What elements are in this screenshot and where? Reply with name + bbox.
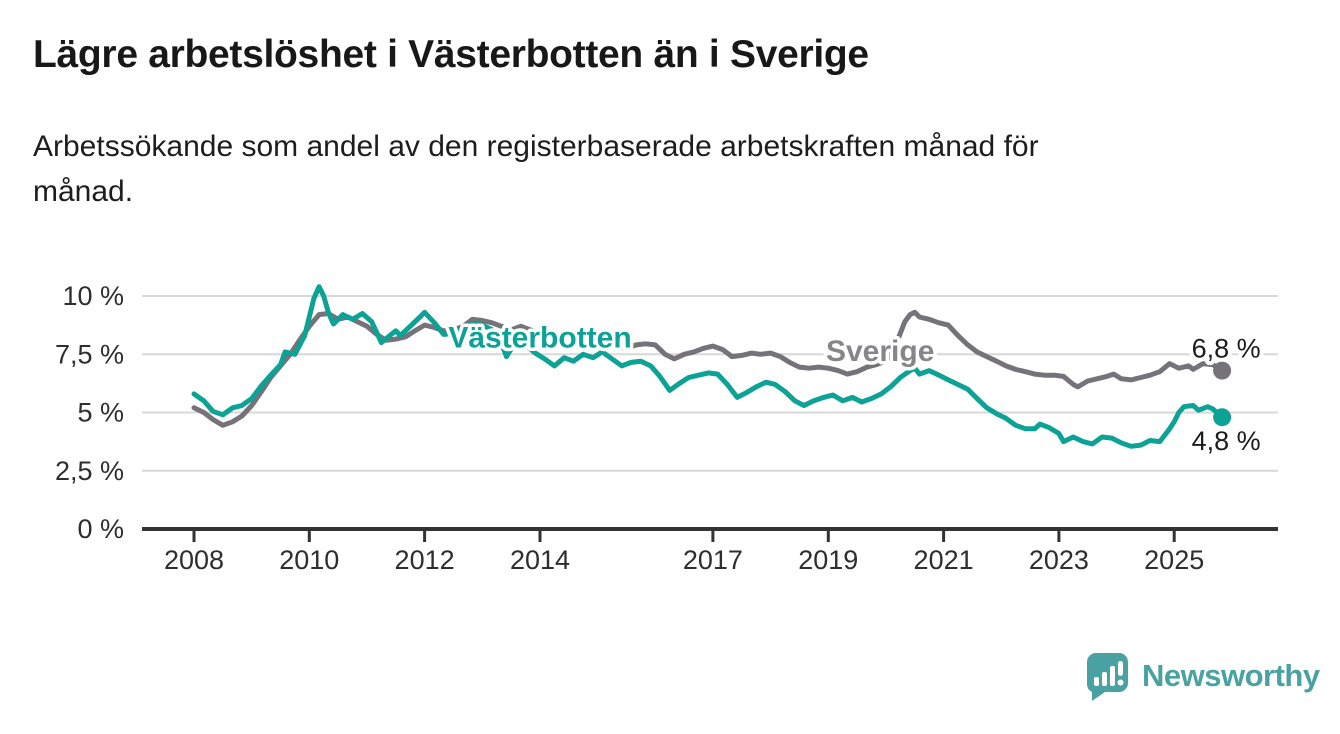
y-tick-label: 0 %: [77, 514, 124, 544]
end-value-label-vsterbotten: 4,8 %: [1192, 426, 1261, 456]
newsworthy-bubble-icon: [1087, 653, 1128, 701]
x-tick-label: 2017: [683, 545, 743, 575]
x-tick-label: 2008: [164, 545, 224, 575]
x-tick-label: 2012: [395, 545, 455, 575]
x-tick-label: 2021: [914, 545, 974, 575]
end-dot-sverige: [1213, 361, 1232, 380]
x-tick-label: 2010: [279, 545, 339, 575]
end-value-label-sverige: 6,8 %: [1192, 334, 1261, 364]
x-tick-label: 2023: [1029, 545, 1089, 575]
end-dot-vsterbotten: [1213, 408, 1232, 427]
y-tick-label: 10 %: [62, 281, 124, 311]
chart-subtitle-line-2: månad.: [33, 175, 134, 208]
newsworthy-logo-text: Newsworthy: [1142, 658, 1320, 693]
y-tick-label: 7,5 %: [55, 339, 124, 369]
y-tick-label: 5 %: [77, 398, 124, 428]
series-label-sverige: Sverige: [826, 335, 934, 368]
chart-subtitle: Arbetssökande som andel av den registerb…: [33, 124, 1039, 214]
series-line-sverige: [191, 309, 1225, 428]
newsworthy-logo: Newsworthy: [1084, 651, 1320, 701]
x-tick-label: 2014: [510, 545, 570, 575]
page-title: Lägre arbetslöshet i Västerbotten än i S…: [33, 33, 869, 76]
series-line-vsterbotten: [191, 284, 1225, 449]
y-tick-label: 2,5 %: [55, 456, 124, 486]
x-tick-label: 2019: [798, 545, 858, 575]
x-tick-label: 2025: [1144, 545, 1204, 575]
chart-subtitle-line-1: Arbetssökande som andel av den registerb…: [33, 130, 1039, 163]
unemployment-line-chart: 2008 2010 2012 2014 2017 2019 2021 2023 2025 0 % 2…: [55, 281, 1278, 575]
series-label-vsterbotten: Västerbotten: [448, 321, 631, 354]
